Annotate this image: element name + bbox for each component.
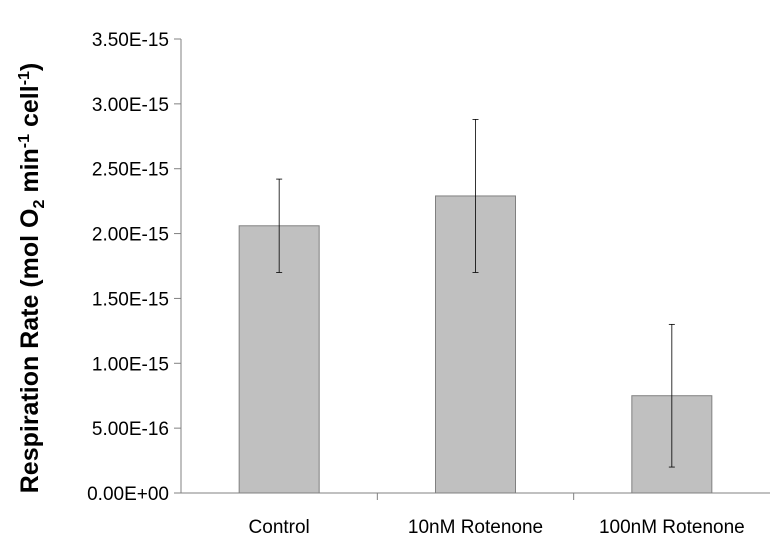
y-ticks [174,38,181,494]
category-label: 100nM Rotenone [599,517,745,538]
y-tick-label: 2.00E-15 [92,225,169,246]
y-axis-label-part: Respiration Rate (mol O [16,209,44,494]
error-bar [668,323,675,468]
x-ticks [376,493,575,500]
error-bar [472,119,479,273]
error-bar [276,178,283,273]
y-tick-label: 1.00E-15 [92,354,169,375]
y-tick-label: 3.50E-15 [92,30,169,51]
error-bars-layer [276,119,675,468]
x-category-labels: Control 10nM Rotenone 100nM Rotenone [249,517,745,538]
category-label: 10nM Rotenone [408,517,543,538]
y-axis-label-part: 2 [31,200,48,209]
y-tick-labels: 0.00E+00 5.00E-16 1.00E-15 1.50E-15 2.00E-15… [87,30,169,505]
y-axis-label-part: min [16,148,44,199]
y-axis-label-part: ) [16,63,44,71]
y-axis-label-part: cell [16,85,44,134]
y-tick-label: 1.50E-15 [92,289,169,310]
y-tick-label: 5.00E-16 [92,419,169,440]
y-axis-label-part: -1 [16,71,33,85]
y-tick-label: 0.00E+00 [87,484,169,505]
y-axis-label: Respiration Rate (mol O2 min-1 cell-1) [16,63,48,494]
y-tick-label: 3.00E-15 [92,95,169,116]
category-label: Control [249,517,310,538]
y-tick-label: 2.50E-15 [92,160,169,181]
y-axis-label-part: -1 [16,134,33,148]
